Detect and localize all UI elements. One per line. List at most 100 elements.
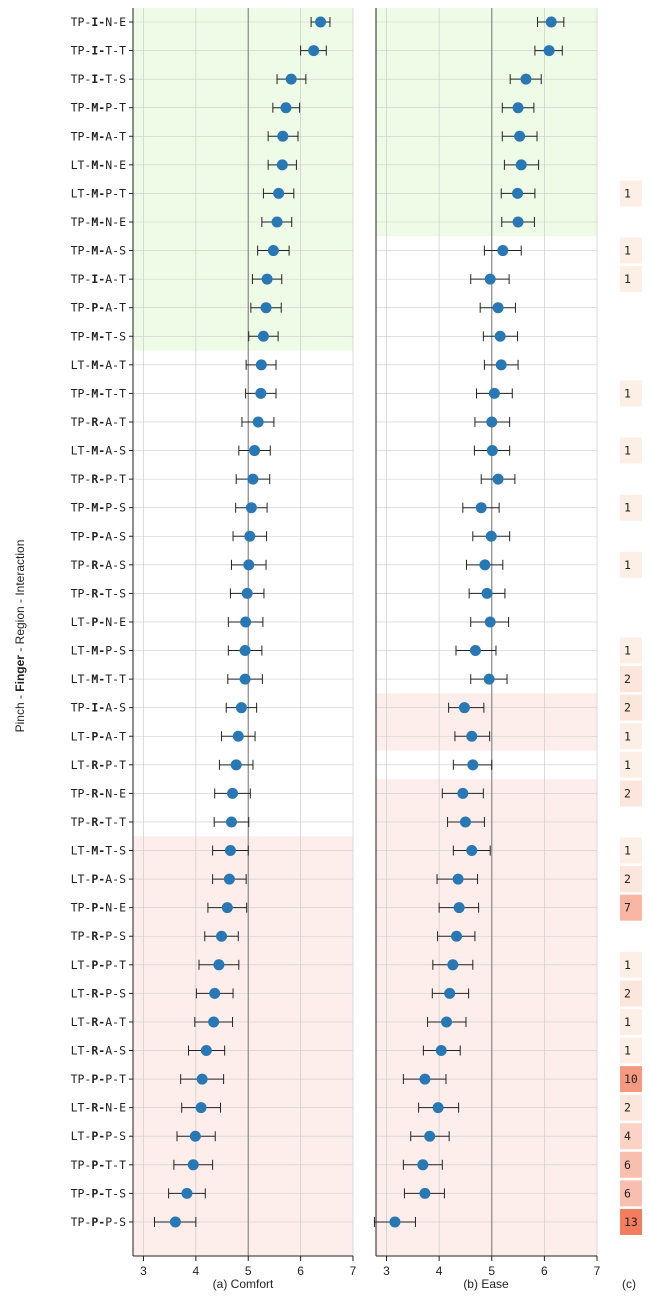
ease-point: [419, 1187, 431, 1199]
ease-point: [481, 587, 493, 599]
category-label-part: T: [119, 301, 126, 315]
ease-point: [492, 302, 504, 314]
ease-point: [417, 1159, 429, 1171]
count-value: 1: [624, 758, 631, 772]
category-label-part: TP-: [71, 272, 92, 286]
comfort-point: [285, 73, 297, 85]
category-label-part: S: [119, 872, 126, 886]
ease-point: [543, 45, 555, 57]
count-value: 2: [624, 672, 631, 686]
category-label-part: TP-: [71, 15, 92, 29]
category-label-part: TP-: [71, 129, 92, 143]
ease-point: [484, 273, 496, 285]
category-label-part: TP-: [71, 472, 92, 486]
count-cell: [620, 951, 642, 978]
category-label-part: P-: [91, 529, 105, 543]
ease-point: [514, 130, 526, 142]
count-value: 1: [624, 186, 631, 200]
comfort-point: [255, 359, 267, 371]
category-label: LT-R-P-S: [71, 986, 127, 1000]
category-label-part: E: [119, 1101, 126, 1115]
count-value: 1: [624, 644, 631, 658]
category-label-part: M-: [91, 329, 105, 343]
category-label-part: P-: [91, 958, 105, 972]
category-label-part: I-: [91, 44, 105, 58]
count-cell: [620, 780, 642, 807]
category-label-part: R-: [91, 1044, 105, 1058]
category-label-part: P-: [105, 501, 119, 515]
category-label-part: TP-: [71, 1072, 92, 1086]
category-label-part: P-: [105, 1215, 119, 1229]
category-label-part: S: [119, 1215, 126, 1229]
comfort-point: [189, 1130, 201, 1142]
comfort-point: [257, 330, 269, 342]
category-label-part: T: [119, 958, 126, 972]
comfort-point: [208, 1016, 220, 1028]
category-label-part: S: [119, 244, 126, 258]
category-label-part: P-: [105, 758, 119, 772]
comfort-point: [223, 873, 235, 885]
category-label-part: S: [119, 1186, 126, 1200]
count-value: 1: [624, 244, 631, 258]
category-label-part: T: [119, 1158, 126, 1172]
ease-band-2: [376, 779, 597, 1256]
category-label-part: TP-: [71, 529, 92, 543]
comfort-point: [232, 730, 244, 742]
ease-point: [483, 673, 495, 685]
count-cell: [620, 637, 642, 664]
count-cell: [620, 551, 642, 578]
y-axis-label-finger: Finger: [13, 655, 27, 692]
category-label-part: M-: [91, 129, 105, 143]
category-label-part: R-: [91, 1015, 105, 1029]
category-label: TP-R-N-E: [71, 786, 127, 800]
count-cell: [620, 1180, 642, 1207]
ease-point: [441, 1016, 453, 1028]
category-label: TP-I-T-T: [71, 44, 127, 58]
comfort-point: [195, 1102, 207, 1114]
y-axis-label-pinch: Pinch -: [13, 692, 27, 733]
ease-point: [419, 1073, 431, 1085]
category-label-part: M-: [91, 244, 105, 258]
category-label-part: M-: [91, 501, 105, 515]
comfort-point: [216, 930, 228, 942]
category-label: TP-M-T-T: [71, 386, 127, 400]
ease-point: [466, 845, 478, 857]
comfort-point: [240, 616, 252, 628]
category-label-part: M-: [91, 358, 105, 372]
category-label-part: P-: [105, 1129, 119, 1143]
category-label-part: T-: [105, 672, 119, 686]
category-label-part: I-: [91, 701, 105, 715]
category-label-part: E: [119, 215, 126, 229]
comfort-x-tick-label: 6: [297, 1264, 304, 1278]
category-label-part: N-: [105, 215, 119, 229]
category-label-part: TP-: [71, 386, 92, 400]
category-label-part: TP-: [71, 1186, 92, 1200]
count-value: 2: [624, 986, 631, 1000]
comfort-point: [209, 987, 221, 999]
category-label-part: TP-: [71, 815, 92, 829]
category-label-part: P-: [105, 1072, 119, 1086]
category-label-part: LT-: [71, 986, 92, 1000]
category-label-part: TP-: [71, 329, 92, 343]
count-cell: [620, 694, 642, 721]
y-axis-label-rest: - Region - Interaction: [13, 540, 27, 655]
category-label-part: A-: [105, 301, 119, 315]
category-label-part: T: [119, 129, 126, 143]
category-label-part: LT-: [71, 1015, 92, 1029]
category-label: LT-R-A-S: [71, 1044, 127, 1058]
category-label-part: S: [119, 329, 126, 343]
category-label-part: T: [119, 1072, 126, 1086]
ease-point: [484, 616, 496, 628]
category-label-part: T: [119, 415, 126, 429]
count-value: 2: [624, 701, 631, 715]
category-label: LT-M-T-T: [71, 672, 127, 686]
category-label: TP-M-N-E: [71, 215, 127, 229]
count-cell: [620, 437, 642, 464]
ease-point: [486, 416, 498, 428]
count-value: 6: [624, 1186, 631, 1200]
comfort-band-0: [133, 8, 353, 351]
count-value: 2: [624, 786, 631, 800]
category-label-part: P-: [105, 472, 119, 486]
category-label-part: T: [119, 729, 126, 743]
comfort-point: [227, 787, 239, 799]
